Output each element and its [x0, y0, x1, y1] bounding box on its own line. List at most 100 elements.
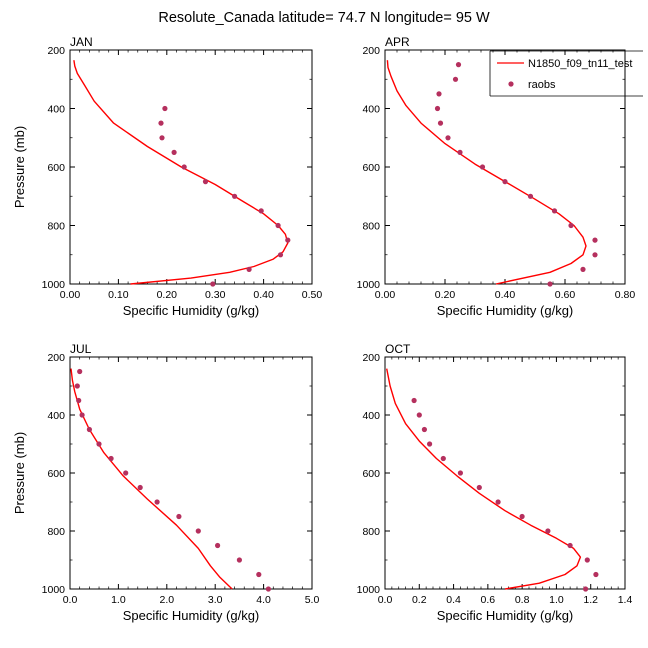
x-tick-label: 0.20	[435, 289, 456, 301]
raobs-point	[427, 441, 433, 447]
raobs-point	[593, 571, 599, 578]
y-axis-label: Pressure (mb)	[12, 126, 27, 208]
x-tick-label: 0.2	[412, 594, 427, 606]
model-profile-line	[386, 368, 582, 590]
y-tick-label: 600	[47, 162, 65, 174]
raobs-point	[246, 266, 252, 272]
raobs-point	[215, 542, 221, 549]
raobs-point	[479, 164, 486, 170]
raobs-point	[232, 193, 238, 199]
legend-obs-label: raobs	[528, 79, 556, 91]
raobs-point	[158, 120, 164, 126]
raobs-point	[86, 426, 92, 433]
x-tick-label: 0.30	[205, 289, 226, 301]
x-axis-label: Specific Humidity (g/kg)	[437, 303, 574, 318]
raobs-point	[416, 412, 422, 418]
raobs-point	[421, 426, 427, 433]
raobs-point	[202, 179, 209, 185]
y-tick-label: 400	[362, 410, 380, 422]
x-tick-label: 0.40	[495, 289, 516, 301]
raobs-point	[123, 470, 129, 476]
raobs-point	[568, 222, 574, 229]
x-tick-label: 0.6	[481, 594, 496, 606]
raobs-point	[437, 120, 444, 126]
legend-model-label: N1850_f09_tn11_test	[528, 58, 632, 70]
panel-apr: APR 0.00 0.20 0.40 0.60 0.80 200 400 600 800 1000 S…	[357, 35, 636, 318]
plot-frame	[69, 49, 313, 285]
x-tick-label: 1.0	[549, 594, 564, 606]
y-tick-label: 800	[47, 221, 65, 233]
x-tick-label: 0.60	[555, 289, 576, 301]
raobs-point	[195, 528, 201, 534]
x-tick-label: 0.20	[157, 289, 178, 301]
raobs-point	[567, 542, 573, 549]
y-tick-label: 800	[47, 526, 65, 538]
raobs-point	[162, 105, 168, 112]
x-axis-label: Specific Humidity (g/kg)	[437, 608, 574, 623]
y-tick-label: 400	[47, 410, 65, 422]
plot-frame	[384, 356, 626, 590]
raobs-point	[154, 499, 160, 505]
x-tick-label: 0.00	[375, 289, 396, 301]
x-tick-label: 0.8	[515, 594, 530, 606]
raobs-point	[455, 62, 462, 68]
plot-frame	[384, 49, 626, 285]
y-tick-label: 1000	[42, 584, 66, 596]
raobs-point	[584, 557, 590, 563]
legend: N1850_f09_tn11_test raobs	[489, 50, 643, 97]
raobs-point	[547, 281, 553, 287]
x-tick-label: 0.00	[60, 289, 81, 301]
y-tick-label: 400	[362, 104, 380, 116]
y-tick-label: 800	[362, 221, 380, 233]
raobs-point	[411, 397, 417, 404]
y-tick-label: 200	[47, 352, 65, 364]
x-tick-label: 0.0	[378, 594, 393, 606]
raobs-point	[137, 484, 143, 491]
raobs-point	[551, 208, 558, 214]
raobs-point	[527, 193, 534, 199]
y-tick-label: 400	[47, 104, 65, 116]
x-tick-label: 0.4	[446, 594, 461, 606]
raobs-point	[519, 513, 525, 520]
raobs-point	[159, 135, 165, 141]
raobs-point	[452, 76, 459, 82]
y-tick-label: 1000	[357, 584, 381, 596]
raobs-point	[457, 470, 463, 476]
y-tick-label: 600	[47, 468, 65, 480]
raobs-point	[592, 237, 598, 243]
raobs-point	[285, 237, 291, 243]
raobs-point	[434, 105, 441, 112]
raobs-point	[96, 441, 102, 447]
model-profile-line	[73, 60, 289, 285]
panel-title: OCT	[385, 342, 411, 356]
raobs-point	[74, 383, 80, 389]
y-tick-label: 200	[47, 45, 65, 57]
x-tick-label: 0.10	[108, 289, 129, 301]
raobs-point	[580, 266, 586, 272]
raobs-point	[545, 528, 551, 534]
y-tick-label: 200	[362, 45, 380, 57]
raobs-point	[76, 397, 82, 404]
panel-jan: JAN 0.00 0.10 0.20 0.30 0.40 0.50 200 400 600 800 1…	[12, 35, 322, 318]
raobs-point	[592, 252, 598, 258]
raobs-point	[256, 571, 262, 578]
raobs-point	[77, 368, 83, 375]
x-tick-label: 4.0	[256, 594, 271, 606]
panel-title: JUL	[70, 342, 92, 356]
y-tick-label: 1000	[42, 279, 66, 291]
raobs-point	[176, 513, 182, 520]
y-axis-label: Pressure (mb)	[12, 432, 27, 514]
x-tick-label: 5.0	[305, 594, 320, 606]
y-tick-label: 200	[362, 352, 380, 364]
raobs-point	[502, 179, 508, 185]
raobs-point	[445, 135, 451, 141]
raobs-point	[275, 222, 281, 229]
x-tick-label: 3.0	[208, 594, 223, 606]
raobs-point	[436, 91, 442, 97]
model-profile-line	[386, 60, 587, 285]
x-tick-label: 2.0	[159, 594, 174, 606]
raobs-point	[440, 455, 446, 462]
panel-jul: JUL 0.0 1.0 2.0 3.0 4.0 5.0 200 400 600 800 1000 Spe…	[12, 342, 319, 623]
raobs-point	[277, 252, 284, 258]
